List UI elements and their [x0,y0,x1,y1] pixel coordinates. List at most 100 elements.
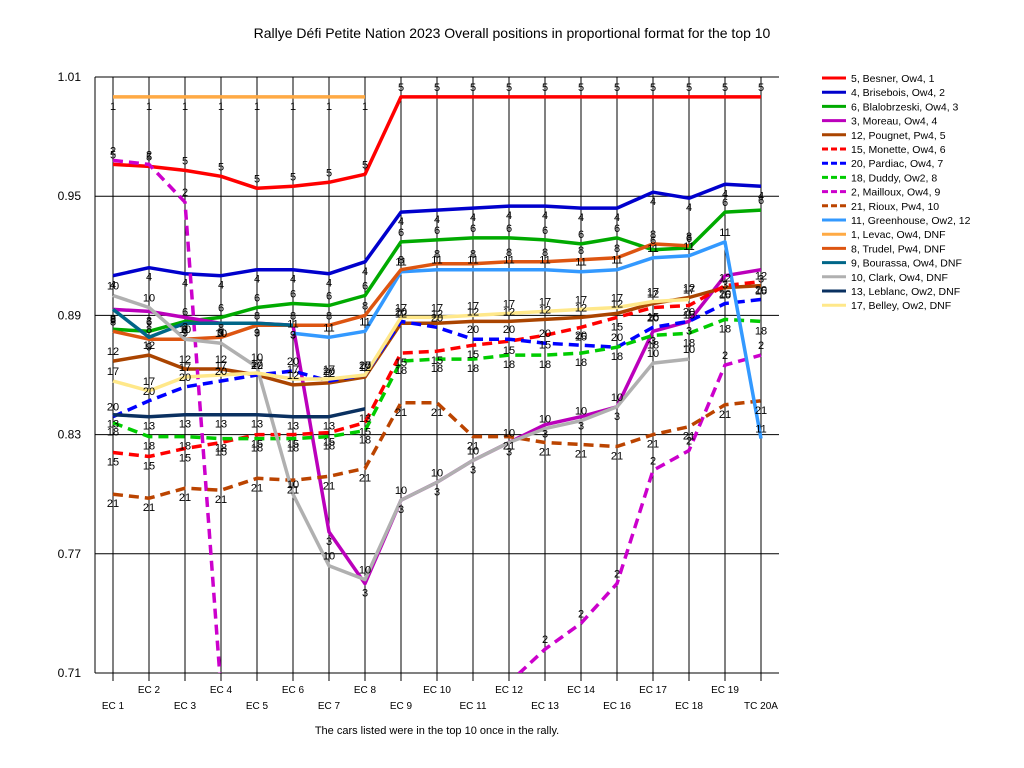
series-line [112,279,762,459]
point-label: 20 [323,366,335,378]
point-label: 6 [722,197,728,209]
point-label: 8 [686,231,692,243]
point-label: 4 [542,210,548,222]
point-label: 21 [575,449,587,461]
point-label: 12 [719,273,731,285]
point-label: 6 [326,290,332,302]
x-tick-label: EC 10 [423,685,451,696]
chart-footnote: The cars listed were in the top 10 once … [315,725,559,737]
point-label: 18 [611,351,623,363]
point-label: 20 [503,324,515,336]
point-label: 20 [467,324,479,336]
legend-label: 18, Duddy, Ow2, 8 [851,172,937,184]
point-label: 6 [146,316,152,328]
point-label: 1 [290,101,296,113]
x-tick-label: EC 18 [675,701,703,712]
point-label: 18 [647,339,659,351]
point-label: 15 [719,290,731,302]
point-label: 20 [107,402,119,414]
point-label: 5 [542,82,548,94]
series-lines [111,95,763,673]
point-label: 20 [683,306,695,318]
point-label: 5 [722,82,728,94]
x-tick-label: EC 16 [603,701,631,712]
point-label: 13 [107,419,119,431]
point-label: 18 [107,427,119,439]
point-label: 6 [650,235,656,247]
point-label: 4 [182,278,188,290]
point-label: 8 [398,255,404,267]
point-label: 5 [218,161,224,173]
point-label: 9 [110,313,116,325]
point-label: 13 [143,421,155,433]
series-line [112,407,366,419]
point-label: 3 [650,335,656,347]
point-label: 10 [107,281,119,293]
point-label: 18 [575,357,587,369]
series-line [112,293,690,582]
point-label: 5 [362,159,368,171]
point-label: 18 [503,359,515,371]
point-label: 4 [578,212,584,224]
point-label: 12 [575,302,587,314]
point-label: 15 [467,349,479,361]
x-tick-label: EC 8 [354,685,377,696]
point-label: 8 [146,324,152,336]
y-tick-label: 0.83 [58,428,82,442]
point-label: 6 [290,288,296,300]
series-line [112,283,762,387]
point-label: 5 [146,151,152,163]
point-label: 21 [395,407,407,419]
legend-label: 11, Greenhouse, Ow2, 12 [851,215,971,227]
point-label: 21 [287,484,299,496]
point-label: 12 [395,308,407,320]
x-tick-label: EC 17 [639,685,667,696]
point-label: 12 [431,308,443,320]
point-label: 20 [755,285,767,297]
point-label: 8 [362,300,368,312]
point-label: 11 [647,243,658,255]
point-label: 10 [323,551,335,563]
point-label: 5 [686,82,692,94]
point-label: 4 [434,214,440,226]
point-label: 20 [359,360,371,372]
point-label: 17 [503,298,515,310]
series-line [112,297,690,393]
point-label: 17 [359,360,371,372]
point-label: 12 [323,368,335,380]
point-label: 15 [179,453,191,465]
point-label: 18 [755,325,767,337]
legend-label: 3, Moreau, Ow4, 4 [851,116,938,128]
point-label: 11 [683,241,694,253]
point-label: 17 [431,302,443,314]
point-label: 15 [395,357,407,369]
point-label: 20 [539,328,551,340]
point-label: 6 [578,229,584,241]
point-label: 17 [287,364,299,376]
point-label: 17 [323,364,335,376]
point-label: 11 [431,255,442,267]
x-tick-label: EC 19 [711,685,739,696]
point-label: 3 [506,447,512,459]
y-tick-label: 0.77 [58,547,82,561]
point-label: 11 [467,255,478,267]
legend-label: 20, Pardiac, Ow4, 7 [851,158,943,170]
grid [95,76,779,674]
y-tick-label: 1.01 [58,70,82,84]
point-label: 15 [683,309,695,321]
x-tick-label: EC 13 [531,701,559,712]
point-label: 13 [287,421,299,433]
point-label: 5 [506,82,512,94]
point-label: 3 [470,464,476,476]
point-label: 18 [359,435,371,447]
point-label: 2 [758,340,764,352]
point-label: 15 [107,456,119,468]
point-label: 2 [650,455,656,467]
y-tick-label: 0.71 [58,666,82,680]
point-label: 15 [251,439,263,451]
x-tick-label: EC 3 [174,701,197,712]
point-label: 6 [362,281,368,293]
point-label: 11 [611,255,622,267]
point-label: 1 [362,101,368,113]
